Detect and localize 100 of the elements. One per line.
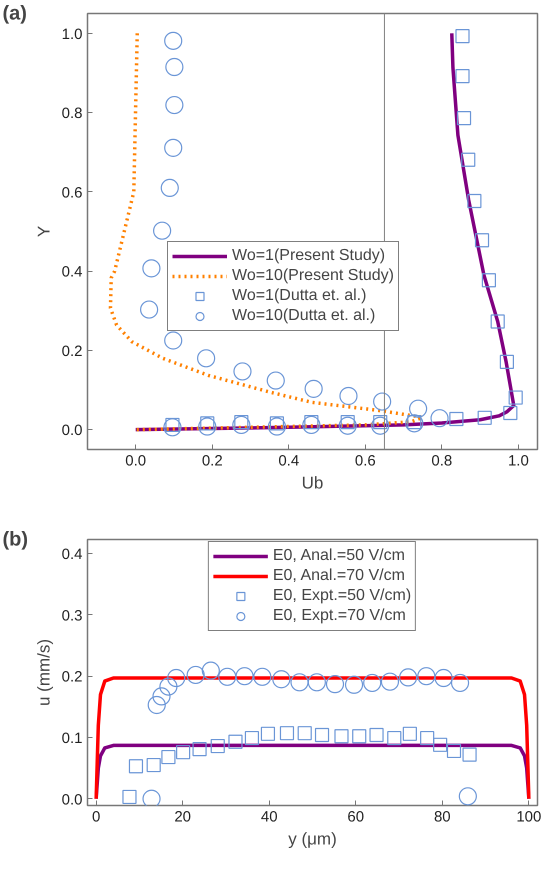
- point: [268, 417, 286, 436]
- y-axis-title: u (mm/s): [34, 638, 54, 706]
- y-tick-label: 1.0: [62, 26, 83, 43]
- point: [373, 392, 392, 411]
- point: [456, 111, 472, 126]
- point: [163, 418, 182, 436]
- point: [304, 380, 323, 398]
- x-tick-label: 80: [434, 808, 451, 826]
- point: [266, 371, 285, 390]
- point: [165, 58, 184, 76]
- point: [161, 750, 176, 764]
- point: [503, 406, 518, 420]
- point: [153, 222, 172, 240]
- x-tick-label: 0.2: [202, 452, 223, 470]
- x-tick-label: 0.0: [125, 452, 146, 470]
- x-tick-label: 1.0: [508, 452, 529, 470]
- point: [244, 730, 260, 746]
- point: [272, 670, 290, 688]
- point: [164, 331, 182, 350]
- y-tick-label: 0.0: [62, 791, 83, 808]
- point: [260, 726, 276, 741]
- point: [152, 687, 171, 706]
- legend-label: Wo=1(Dutta et. al.): [232, 287, 366, 305]
- point: [490, 314, 505, 329]
- point: [165, 96, 184, 114]
- point: [508, 390, 523, 405]
- y-tick-label: 0.3: [62, 607, 83, 624]
- point: [186, 666, 205, 684]
- point: [176, 745, 190, 760]
- point: [399, 668, 418, 686]
- point: [164, 32, 182, 50]
- x-tick-label: 100: [516, 808, 541, 826]
- point: [363, 674, 382, 692]
- point: [500, 354, 514, 370]
- point: [253, 668, 272, 686]
- point: [198, 417, 216, 436]
- point: [228, 734, 243, 749]
- point: [142, 790, 161, 806]
- legend-label: E0, Anal.=50 V/cm: [272, 547, 405, 565]
- point: [148, 696, 166, 714]
- x-tick-label: 40: [260, 808, 278, 826]
- point: [405, 414, 424, 432]
- legend-label: E0, Anal.=70 V/cm: [272, 567, 405, 585]
- point: [122, 790, 137, 804]
- point: [474, 233, 490, 248]
- point: [455, 69, 470, 84]
- point: [298, 726, 312, 740]
- point: [380, 672, 400, 691]
- point: [344, 676, 364, 694]
- point: [326, 675, 344, 694]
- y-tick-label: 0.6: [62, 184, 83, 202]
- point: [290, 673, 309, 692]
- legend-label: Wo=10(Dutta et. al.): [232, 307, 376, 325]
- point: [280, 726, 294, 740]
- point: [458, 787, 477, 806]
- point: [467, 194, 482, 208]
- x-tick-label: 0.4: [278, 452, 300, 470]
- y-axis-title: Y: [34, 226, 54, 238]
- point: [478, 410, 492, 425]
- y-tick-label: 0.4: [62, 546, 83, 564]
- point: [434, 668, 453, 688]
- point: [159, 678, 178, 696]
- point: [197, 349, 216, 368]
- x-axis-title: Ub: [302, 474, 324, 492]
- x-tick-label: 0.8: [431, 452, 452, 470]
- x-tick-label: 60: [347, 808, 364, 826]
- point: [449, 412, 464, 426]
- point: [462, 748, 477, 762]
- point: [235, 667, 254, 686]
- point: [218, 668, 236, 686]
- point: [160, 178, 179, 197]
- point: [446, 744, 462, 758]
- point: [455, 28, 470, 44]
- point: [409, 400, 428, 418]
- point: [140, 300, 158, 319]
- y-tick-label: 0.0: [62, 422, 83, 440]
- y-tick-label: 0.2: [62, 342, 83, 360]
- point: [164, 138, 182, 157]
- point: [371, 416, 390, 435]
- line-series: [94, 676, 531, 801]
- point: [352, 729, 366, 744]
- point: [146, 758, 161, 772]
- point: [461, 152, 476, 167]
- legend-label: E0, Expt.=50 V/cm): [272, 587, 412, 605]
- point: [128, 759, 144, 774]
- point: [192, 742, 207, 756]
- point: [210, 738, 225, 754]
- x-tick-label: 0.6: [354, 452, 376, 470]
- point: [314, 728, 330, 742]
- point: [302, 416, 320, 434]
- point: [338, 416, 357, 435]
- point: [233, 362, 252, 380]
- point: [482, 273, 496, 288]
- point: [433, 738, 448, 752]
- point: [387, 730, 402, 746]
- point: [308, 673, 326, 692]
- point: [417, 667, 436, 686]
- point: [369, 728, 384, 742]
- point: [402, 726, 417, 741]
- point: [450, 674, 470, 692]
